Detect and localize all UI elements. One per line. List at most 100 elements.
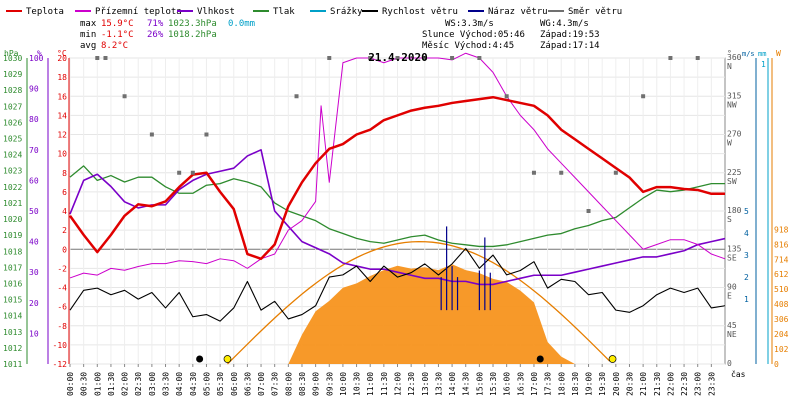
x-tick-label: 21:00 <box>639 372 648 396</box>
x-tick-label: 21:30 <box>653 372 662 396</box>
axis-deg-tick: 135 <box>727 244 742 253</box>
axis-hpa-tick: 1020 <box>3 215 22 224</box>
x-tick-label: 14:00 <box>448 372 457 396</box>
axis-w-tick: 918 <box>774 225 789 234</box>
x-tick-label: 19:00 <box>585 372 594 396</box>
x-tick-label: 17:00 <box>530 372 539 396</box>
x-tick-label: 15:00 <box>475 372 484 396</box>
axis-c-tick: -12 <box>53 360 68 369</box>
x-tick-label: 10:30 <box>353 372 362 396</box>
axis-hpa-tick: 1026 <box>3 118 22 127</box>
axis-deg-tick: 270 <box>727 130 742 139</box>
axis-deg-tick: 0 <box>727 359 732 368</box>
axis-pct-tick: 10 <box>29 329 39 338</box>
axis-w-tick: 102 <box>774 345 789 354</box>
axis-c-tick: 2 <box>62 226 67 235</box>
axis-hpa-tick: 1015 <box>3 296 22 305</box>
axis-hpa-tick: 1029 <box>3 70 22 79</box>
x-tick-label: 03:00 <box>148 372 157 396</box>
wind-direction-point <box>204 132 209 137</box>
axis-c-tick: -10 <box>53 341 68 350</box>
legend: Teplota Přízemní teplota Vlhkost Tlak Srážky… <box>6 7 622 17</box>
axis-deg-tick: 360 <box>727 53 742 62</box>
wind-direction-point <box>190 170 195 175</box>
axis-w-tick: 0 <box>774 360 779 369</box>
axis-c-tick: -2 <box>57 264 67 273</box>
axis-pct-tick: 60 <box>29 176 39 185</box>
legend-label: Náraz větru <box>488 7 548 17</box>
x-tick-label: 07:00 <box>257 372 266 396</box>
x-tick-label: 08:00 <box>284 372 293 396</box>
stat-sun-set: Západ:19:53 <box>540 30 600 40</box>
x-tick-label: 06:00 <box>230 372 239 396</box>
axis-c-tick: 14 <box>57 111 67 120</box>
x-tick-label: 18:30 <box>571 372 580 396</box>
x-tick-label: 04:00 <box>175 372 184 396</box>
x-tick-label: 23:00 <box>694 372 703 396</box>
stat-max-hum: 71% <box>147 19 164 29</box>
wind-direction-point <box>477 56 482 60</box>
x-tick-label: 01:30 <box>107 372 116 396</box>
wind-direction-point <box>327 56 332 60</box>
axis-ms-tick: 5 <box>744 207 749 216</box>
x-axis-unit: čas <box>731 369 746 379</box>
legend-label: Rychlost větru <box>382 7 458 17</box>
axis-pct-tick: 50 <box>29 207 39 216</box>
legend-label: Teplota <box>26 7 64 17</box>
x-tick-label: 04:30 <box>189 372 198 396</box>
axis-hpa-tick: 1017 <box>3 263 22 272</box>
series-prizemni-teplota <box>69 52 726 279</box>
solar-area <box>288 264 575 364</box>
wind-direction-point <box>668 56 673 60</box>
axis-c-tick: 12 <box>57 131 67 140</box>
axis-hpa-tick: 1014 <box>3 312 22 321</box>
axis-mm-tick: 1 <box>761 60 766 69</box>
axis-c-tick: 4 <box>62 207 67 216</box>
moon-rise-marker <box>196 355 204 363</box>
stat-ws: WS:3.3m/s <box>445 19 494 29</box>
axis-hpa-tick: 1016 <box>3 279 22 288</box>
wind-direction-point <box>613 170 618 175</box>
axis-pct-tick: 20 <box>29 299 39 308</box>
axis-w-tick: 204 <box>774 330 789 339</box>
axis-hpa-tick: 1013 <box>3 328 22 337</box>
x-tick-label: 14:30 <box>462 372 471 396</box>
legend-label: Vlhkost <box>197 7 235 17</box>
axis-c-tick: 18 <box>57 73 67 82</box>
axis-dir-tick: NW <box>727 100 737 109</box>
axis-dir-tick: SE <box>727 253 737 262</box>
axis-hpa-tick: 1022 <box>3 183 22 192</box>
axis-ms-tick: 1 <box>744 295 749 304</box>
axis-dir-tick: N <box>727 62 732 71</box>
stat-avg-label: avg <box>80 41 96 51</box>
axis-c-tick: 16 <box>57 92 67 101</box>
x-tick-label: 03:30 <box>162 372 171 396</box>
x-tick-label: 12:30 <box>407 372 416 396</box>
wind-direction-points <box>95 56 700 363</box>
axis-dir-tick: NE <box>727 330 737 339</box>
wind-direction-point <box>695 56 700 60</box>
x-tick-label: 17:30 <box>544 372 553 396</box>
x-tick-label: 09:00 <box>312 372 321 396</box>
stat-rain: 0.0mm <box>228 19 255 29</box>
sun-set-marker <box>608 355 617 363</box>
axis-deg-tick: 90 <box>727 283 737 292</box>
axis-c-tick: 0 <box>62 245 67 254</box>
stat-max-press: 1023.3hPa <box>168 19 217 29</box>
legend-label: Přízemní teplota <box>95 7 182 17</box>
axis-deg-tick: 225 <box>727 168 742 177</box>
axis-pct-tick: 90 <box>29 85 39 94</box>
x-tick-label: 05:00 <box>202 372 211 396</box>
axis-deg-tick: 45 <box>727 321 737 330</box>
series-rychlost-vetru <box>69 247 726 322</box>
wind-direction-point <box>149 132 154 137</box>
axis-w-tick: 714 <box>774 255 789 264</box>
axis-c-tick: 6 <box>62 188 67 197</box>
wind-direction-point <box>559 170 564 175</box>
stat-max-label: max <box>80 19 97 29</box>
stat-max-temp: 15.9°C <box>101 19 134 29</box>
axis-w-unit: W <box>776 49 781 58</box>
axis-hpa-tick: 1019 <box>3 231 22 240</box>
x-tick-label: 13:00 <box>421 372 430 396</box>
